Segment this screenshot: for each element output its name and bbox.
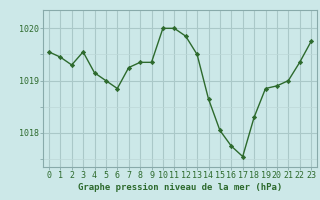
X-axis label: Graphe pression niveau de la mer (hPa): Graphe pression niveau de la mer (hPa) bbox=[78, 183, 282, 192]
